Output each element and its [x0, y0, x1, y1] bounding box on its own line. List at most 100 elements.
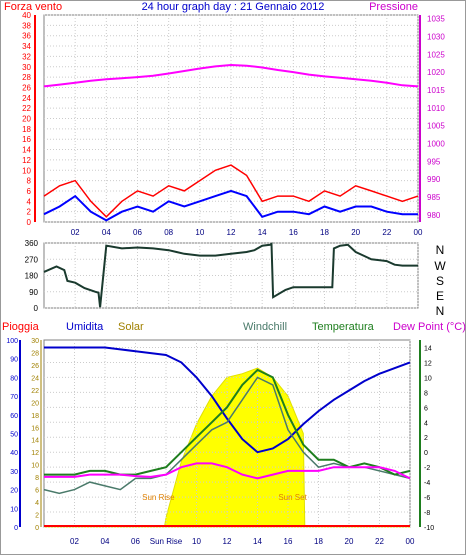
humidity-tick-label: 40 [10, 450, 18, 457]
left-tick-label: 32 [22, 52, 31, 61]
right-tick-label: 985 [427, 193, 441, 202]
left-tick-label: 36 [22, 32, 31, 41]
rain-tick-label: 2 [35, 513, 39, 520]
x-tick-label: 16 [284, 537, 293, 546]
compass-tick-label: S [436, 274, 444, 288]
left-tick-label: 360 [25, 239, 39, 248]
left-tick-label: 90 [29, 288, 38, 297]
rain-tick-label: 18 [31, 413, 39, 420]
x-tick-label: 00 [414, 228, 423, 237]
right-tick-label: 1015 [427, 86, 445, 95]
right-tick-label: 1030 [427, 32, 445, 41]
rain-tick-label: 8 [35, 475, 39, 482]
humidity-tick-label: 80 [10, 375, 18, 382]
left-tick-label: 24 [22, 94, 31, 103]
left-tick-label: 18 [22, 125, 31, 134]
humidity-tick-label: 50 [10, 432, 18, 439]
rain-label: Pioggia [2, 321, 40, 333]
left-tick-label: 180 [25, 272, 39, 281]
x-tick-label: 20 [351, 228, 360, 237]
solar-area [44, 367, 410, 528]
temperature-tick-label: 2 [424, 435, 428, 442]
humidity-tick-label: 100 [6, 338, 18, 345]
temperature-tick-label: 0 [424, 450, 428, 457]
wind-force-label: Forza vento [4, 1, 62, 13]
rain-tick-label: 22 [31, 388, 39, 395]
temperature-label: Temperatura [312, 321, 375, 333]
x-tick-label: 18 [320, 228, 329, 237]
right-tick-label: 1035 [427, 15, 445, 24]
humidity-label: Umidita [66, 321, 104, 333]
left-tick-label: 16 [22, 135, 31, 144]
temperature-tick-label: 6 [424, 405, 428, 412]
left-tick-label: 0 [27, 218, 32, 227]
rain-tick-label: 14 [31, 438, 39, 445]
humidity-tick-label: 60 [10, 413, 18, 420]
humidity-tick-label: 90 [10, 357, 18, 364]
humidity-tick-label: 20 [10, 488, 18, 495]
pressure-line [43, 63, 419, 88]
left-tick-label: 270 [25, 255, 39, 264]
right-tick-label: 1010 [427, 104, 445, 113]
solar-label: Solar [118, 321, 144, 333]
rain-tick-label: 26 [31, 363, 39, 370]
x-tick-label: Sun Rise [150, 537, 183, 546]
left-tick-label: 12 [22, 156, 31, 165]
left-tick-label: 20 [22, 115, 31, 124]
dew-point-label: Dew Point (°C) [393, 321, 466, 333]
x-tick-label: 10 [195, 228, 204, 237]
temperature-tick-label: -8 [424, 510, 430, 517]
compass-tick-label: E [436, 289, 444, 303]
rain-tick-label: 12 [31, 450, 39, 457]
x-tick-label: 22 [375, 537, 384, 546]
humidity-tick-label: 30 [10, 469, 18, 476]
x-tick-label: 00 [406, 537, 415, 546]
x-tick-label: 14 [253, 537, 262, 546]
dew-point-line [44, 462, 411, 480]
rain-tick-label: 30 [31, 338, 39, 345]
right-tick-label: 980 [427, 211, 441, 220]
left-tick-label: 34 [22, 42, 31, 51]
x-tick-label: 16 [289, 228, 298, 237]
compass-tick-label: N [436, 243, 445, 257]
temperature-tick-label: 8 [424, 390, 428, 397]
right-tick-label: 1000 [427, 139, 445, 148]
left-tick-label: 8 [27, 177, 32, 186]
right-tick-label: 995 [427, 157, 441, 166]
x-tick-label: 06 [131, 537, 140, 546]
humidity-line [44, 346, 411, 454]
temperature-tick-label: 12 [424, 360, 432, 367]
x-tick-label: 18 [314, 537, 323, 546]
temperature-tick-label: 14 [424, 345, 432, 352]
rain-tick-label: 6 [35, 488, 39, 495]
left-tick-label: 38 [22, 21, 31, 30]
left-tick-label: 22 [22, 104, 31, 113]
x-tick-label: 02 [71, 228, 80, 237]
temperature-tick-label: -4 [424, 480, 430, 487]
pressure-label: Pressione [369, 1, 418, 13]
average-wind-line [43, 189, 418, 222]
rain-tick-label: 16 [31, 425, 39, 432]
wind-pressure-panel: 0246810121416182022242628303234363840980… [22, 11, 445, 237]
left-tick-label: 4 [27, 197, 32, 206]
rain-tick-label: 10 [31, 463, 39, 470]
right-tick-label: 990 [427, 175, 441, 184]
temperature-tick-label: -10 [424, 525, 434, 532]
sun-set-annotation: Sun Set [278, 493, 307, 502]
left-tick-label: 10 [22, 166, 31, 175]
left-tick-label: 6 [27, 187, 32, 196]
x-tick-label: 14 [258, 228, 267, 237]
humidity-tick-label: 10 [10, 506, 18, 513]
x-tick-label: 04 [102, 228, 111, 237]
x-tick-label: 12 [227, 228, 236, 237]
humidity-tick-label: 0 [14, 525, 18, 532]
right-tick-label: 1005 [427, 122, 445, 131]
left-tick-label: 40 [22, 11, 31, 20]
rain-tick-label: 28 [31, 350, 39, 357]
x-tick-label: 22 [382, 228, 391, 237]
x-tick-label: 06 [133, 228, 142, 237]
rain-tick-label: 0 [35, 525, 39, 532]
rain-tick-label: 24 [31, 375, 39, 382]
